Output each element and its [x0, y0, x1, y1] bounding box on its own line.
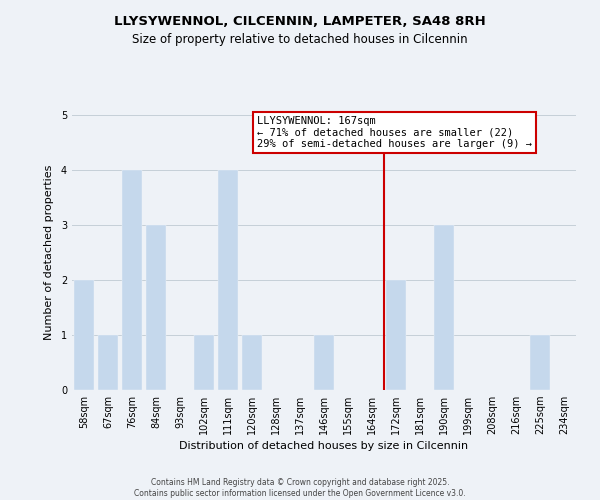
- Bar: [98, 335, 118, 390]
- Bar: [434, 225, 454, 390]
- Bar: [530, 335, 550, 390]
- Bar: [74, 280, 94, 390]
- Bar: [194, 335, 214, 390]
- Bar: [218, 170, 238, 390]
- Bar: [386, 280, 406, 390]
- Text: LLYSYWENNOL: 167sqm
← 71% of detached houses are smaller (22)
29% of semi-detach: LLYSYWENNOL: 167sqm ← 71% of detached ho…: [257, 116, 532, 150]
- X-axis label: Distribution of detached houses by size in Cilcennin: Distribution of detached houses by size …: [179, 442, 469, 452]
- Bar: [146, 225, 166, 390]
- Text: LLYSYWENNOL, CILCENNIN, LAMPETER, SA48 8RH: LLYSYWENNOL, CILCENNIN, LAMPETER, SA48 8…: [114, 15, 486, 28]
- Text: Contains HM Land Registry data © Crown copyright and database right 2025.
Contai: Contains HM Land Registry data © Crown c…: [134, 478, 466, 498]
- Y-axis label: Number of detached properties: Number of detached properties: [44, 165, 54, 340]
- Bar: [314, 335, 334, 390]
- Text: Size of property relative to detached houses in Cilcennin: Size of property relative to detached ho…: [132, 32, 468, 46]
- Bar: [242, 335, 262, 390]
- Bar: [122, 170, 142, 390]
